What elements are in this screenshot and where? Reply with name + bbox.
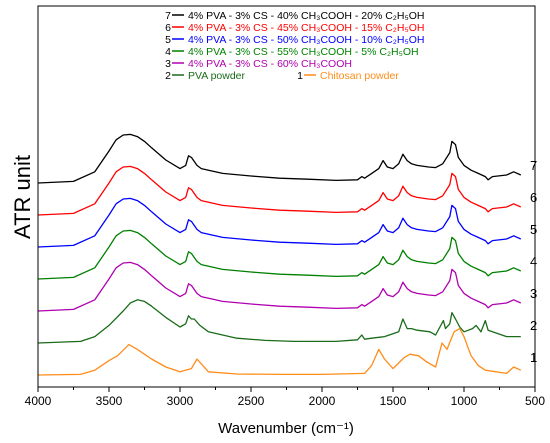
y-axis-title: ATR unit [10, 155, 35, 239]
series-label-1: 1 [530, 350, 537, 365]
x-tick-label: 2500 [238, 394, 265, 408]
legend-entry-7: 4% PVA - 3% CS - 40% CH₃COOH - 20% C₂H₅O… [188, 10, 424, 22]
legend: 7 4% PVA - 3% CS - 40% CH₃COOH - 20% C₂H₅… [165, 10, 424, 82]
legend-entry-2: PVA powder [188, 70, 246, 82]
x-tick-label: 4000 [25, 394, 52, 408]
legend-number-1: 1 [297, 70, 303, 82]
series-label-7: 7 [530, 158, 537, 173]
series-line-4 [37, 229, 522, 280]
series-label-5: 5 [530, 222, 537, 237]
x-axis-title: Wavenumber (cm⁻¹) [218, 420, 354, 437]
series-label-3: 3 [530, 286, 537, 301]
legend-number-4: 4 [165, 46, 171, 58]
x-tick-label: 2000 [309, 394, 336, 408]
legend-number-6: 6 [165, 22, 171, 34]
series-line-2 [37, 299, 521, 344]
series-line-3 [37, 261, 522, 312]
x-tick-label: 500 [525, 394, 545, 408]
legend-entry-6: 4% PVA - 3% CS - 45% CH₃COOH - 15% C₂H₅O… [188, 22, 424, 34]
series-label-2: 2 [530, 318, 537, 333]
legend-entry-5: 4% PVA - 3% CS - 50% CH₃COOH - 10% C₂H₅O… [188, 34, 424, 46]
legend-number-5: 5 [165, 34, 171, 46]
x-tick-label: 1000 [451, 394, 478, 408]
series-label-6: 6 [530, 190, 537, 205]
legend-number-3: 3 [165, 58, 171, 70]
series-label-4: 4 [530, 254, 537, 269]
series-number-labels: 7 6 5 4 3 2 1 [530, 158, 537, 365]
x-tick-label: 3500 [96, 394, 123, 408]
legend-entry-1: Chitosan powder [320, 70, 399, 82]
legend-number-7: 7 [165, 10, 171, 22]
x-tick-label: 3000 [167, 394, 194, 408]
series-line-1 [37, 327, 522, 376]
x-tick-label: 1500 [380, 394, 407, 408]
legend-entry-4: 4% PVA - 3% CS - 55% CH₃COOH - 5% C₂H₅OH [188, 46, 419, 58]
legend-number-2: 2 [165, 70, 171, 82]
legend-entry-3: 4% PVA - 3% CS - 60% CH₃COOH [188, 58, 352, 70]
series-lines [37, 133, 522, 376]
series-line-7 [37, 133, 522, 184]
x-axis-ticks: 4000 3500 3000 2500 2000 1500 1000 500 [25, 387, 545, 408]
series-line-5 [37, 197, 522, 248]
series-line-6 [37, 165, 522, 216]
